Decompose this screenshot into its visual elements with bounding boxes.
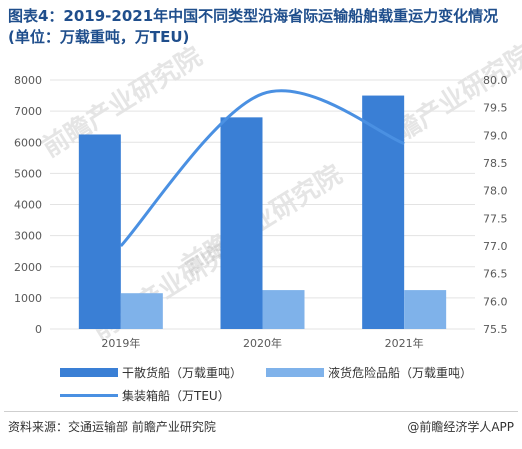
footer-divider (4, 411, 518, 412)
chart-legend: 干散货船（万载重吨） 液货危险品船（万载重吨） 集装箱船（万TEU） (0, 360, 522, 410)
y-tick-label-left: 7000 (14, 105, 42, 118)
legend-label: 集装箱船（万TEU） (122, 389, 230, 403)
y-tick-label-right: 77.0 (483, 240, 508, 253)
legend-label: 干散货船（万载重吨） (122, 366, 243, 380)
y-tick-label-right: 79.5 (483, 102, 508, 115)
y-tick-label-right: 80.0 (483, 74, 508, 87)
y-tick-label-right: 79.0 (483, 129, 508, 142)
bar-dry-bulk (362, 95, 405, 329)
x-tick-label: 2020年 (243, 336, 282, 350)
line-container (119, 89, 405, 248)
x-tick-label: 2019年 (101, 336, 140, 350)
y-tick-label-right: 78.5 (483, 157, 508, 170)
y-tick-label-right: 75.5 (483, 323, 508, 336)
y-tick-label-left: 3000 (14, 230, 42, 243)
y-tick-label-left: 2000 (14, 261, 42, 274)
legend-item-liquid-hazardous: 液货危险品船（万载重吨） (266, 364, 472, 381)
combo-chart: 0 1000 2000 3000 4000 5000 6000 7000 8000 75.5 76.… (14, 74, 508, 350)
y-tick-label-left: 5000 (14, 167, 42, 180)
legend-line-swatch (60, 394, 118, 397)
chart-title: 图表4：2019-2021年中国不同类型沿海省际运输船舶载重运力变化情况(单位：… (8, 7, 499, 46)
y-tick-label-right: 76.0 (483, 295, 508, 308)
legend-item-container: 集装箱船（万TEU） (60, 387, 230, 404)
y-tick-label-left: 4000 (14, 199, 42, 212)
x-tick-label: 2021年 (385, 336, 424, 350)
legend-swatch (266, 368, 324, 377)
y-tick-label-left: 0 (35, 323, 42, 336)
legend-swatch (60, 368, 118, 377)
credit-note: @前瞻经济学人APP (407, 420, 514, 434)
bar-dry-bulk (78, 134, 121, 329)
source-note: 资料来源：交通运输部 前瞻产业研究院 (8, 420, 216, 434)
legend-item-dry-bulk: 干散货船（万载重吨） (60, 364, 242, 381)
bar-liquid-hazardous (120, 293, 163, 329)
y-tick-label-right: 77.5 (483, 212, 508, 225)
y-tick-label-left: 1000 (14, 292, 42, 305)
y-tick-label-right: 78.0 (483, 185, 508, 198)
legend-label: 液货危险品船（万载重吨） (328, 366, 473, 380)
y-tick-label-left: 8000 (14, 74, 42, 87)
y-tick-label-right: 76.5 (483, 268, 508, 281)
bar-liquid-hazardous (404, 290, 447, 329)
bar-liquid-hazardous (262, 290, 305, 329)
bar-dry-bulk (220, 117, 263, 329)
y-tick-label-left: 6000 (14, 136, 42, 149)
